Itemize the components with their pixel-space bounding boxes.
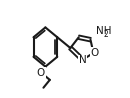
Text: 2: 2 <box>103 30 108 39</box>
Text: O: O <box>37 68 45 78</box>
Text: N: N <box>79 55 87 65</box>
Text: NH: NH <box>96 26 112 36</box>
Text: O: O <box>90 48 99 58</box>
